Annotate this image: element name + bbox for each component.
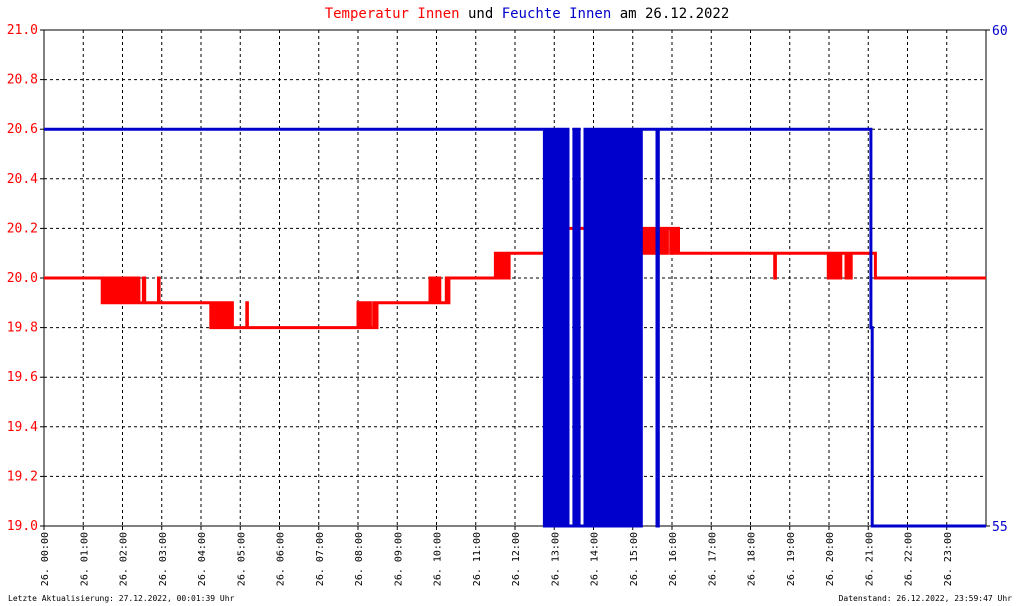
x-tick-label: 26. 17:00 (707, 532, 718, 586)
y-left-tick-label: 19.2 (7, 469, 38, 484)
x-tick-label: 26. 11:00 (472, 532, 483, 586)
x-tick-label: 26. 10:00 (433, 532, 444, 586)
x-tick-label: 26. 01:00 (79, 532, 90, 586)
x-tick-label: 26. 19:00 (786, 532, 797, 586)
x-tick-label: 26. 12:00 (511, 532, 522, 586)
y-left-tick-label: 20.0 (7, 271, 38, 286)
y-left-tick-label: 19.4 (7, 420, 38, 435)
x-tick-label: 26. 07:00 (315, 532, 326, 586)
x-tick-label: 26. 08:00 (354, 532, 365, 586)
x-axis: 26. 00:00 26. 01:00 26. 02:00 26. 03:00 26. … (40, 526, 954, 586)
x-tick-label: 26. 16:00 (668, 532, 679, 586)
x-tick-label: 26. 14:00 (590, 532, 601, 586)
y-right-tick-label: 55 (992, 520, 1008, 535)
series-line-temperature (44, 226, 986, 330)
x-tick-label: 26. 09:00 (393, 532, 404, 586)
y-left-axis: 21.0 20.8 20.6 20.4 20.2 20.0 19.8 19.6 19.4 19.2… (7, 23, 44, 534)
x-tick-label: 26. 22:00 (904, 532, 915, 586)
x-tick-label: 26. 18:00 (747, 532, 758, 586)
title-temperature: Temperatur Innen (325, 6, 468, 22)
y-left-tick-label: 19.6 (7, 370, 38, 385)
chart-title: Temperatur Innen und Feuchte Innen am 26… (325, 6, 730, 22)
y-left-tick-label: 20.4 (7, 172, 38, 187)
y-right-tick-label: 60 (992, 24, 1008, 39)
y-left-tick-label: 19.0 (7, 519, 38, 534)
footer-data-state: Datenstand: 26.12.2022, 23:59:47 Uhr (839, 594, 1013, 603)
series-layer (44, 127, 986, 528)
x-tick-label: 26. 20:00 (825, 532, 836, 586)
y-left-tick-label: 20.6 (7, 122, 38, 137)
x-tick-label: 26. 15:00 (629, 532, 640, 586)
x-tick-label: 26. 21:00 (864, 532, 875, 586)
title-humidity: Feuchte Innen (502, 6, 620, 22)
x-tick-label: 26. 06:00 (276, 532, 287, 586)
x-tick-label: 26. 23:00 (943, 532, 954, 586)
x-tick-label: 26. 03:00 (158, 532, 169, 586)
x-tick-label: 26. 00:00 (40, 532, 51, 586)
x-tick-label: 26. 02:00 (119, 532, 130, 586)
y-left-tick-label: 20.2 (7, 221, 38, 236)
x-tick-label: 26. 13:00 (550, 532, 561, 586)
title-date: am 26.12.2022 (620, 6, 730, 22)
y-left-tick-label: 21.0 (7, 23, 38, 38)
series-line-humidity (44, 127, 986, 528)
y-right-axis: 60 55 (986, 24, 1008, 535)
title-und: und (468, 6, 502, 22)
footer-last-update: Letzte Aktualisierung: 27.12.2022, 00:01… (8, 594, 235, 603)
y-left-tick-label: 20.8 (7, 73, 38, 88)
x-tick-label: 26. 05:00 (236, 532, 247, 586)
y-left-tick-label: 19.8 (7, 321, 38, 336)
x-tick-label: 26. 04:00 (197, 532, 208, 586)
